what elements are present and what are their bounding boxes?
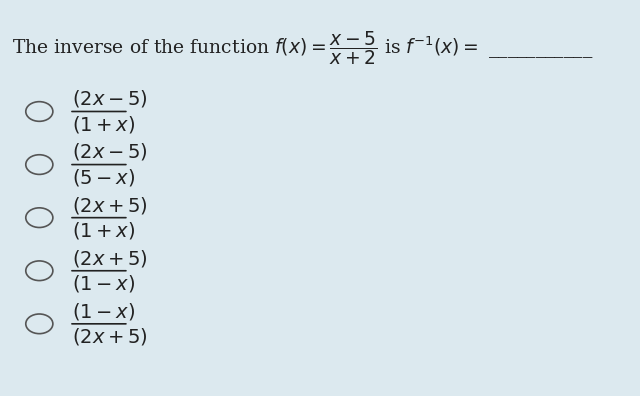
Text: $\left(1 - x\right)$: $\left(1 - x\right)$ — [72, 301, 135, 322]
Text: $\left(2x + 5\right)$: $\left(2x + 5\right)$ — [72, 194, 148, 215]
Text: The inverse of the function $f(x) = \dfrac{x-5}{x+2}$ is $f^{-1}(x) =$ _________: The inverse of the function $f(x) = \dfr… — [12, 29, 594, 67]
Text: $\left(1 + x\right)$: $\left(1 + x\right)$ — [72, 220, 135, 241]
Text: $\left(2x + 5\right)$: $\left(2x + 5\right)$ — [72, 326, 148, 347]
Text: $\left(1 - x\right)$: $\left(1 - x\right)$ — [72, 273, 135, 294]
Text: $\left(1 + x\right)$: $\left(1 + x\right)$ — [72, 114, 135, 135]
Text: $\left(2x + 5\right)$: $\left(2x + 5\right)$ — [72, 248, 148, 268]
Text: $\left(5 - x\right)$: $\left(5 - x\right)$ — [72, 167, 135, 188]
Text: $\left(2x - 5\right)$: $\left(2x - 5\right)$ — [72, 88, 148, 109]
Text: $\left(2x - 5\right)$: $\left(2x - 5\right)$ — [72, 141, 148, 162]
